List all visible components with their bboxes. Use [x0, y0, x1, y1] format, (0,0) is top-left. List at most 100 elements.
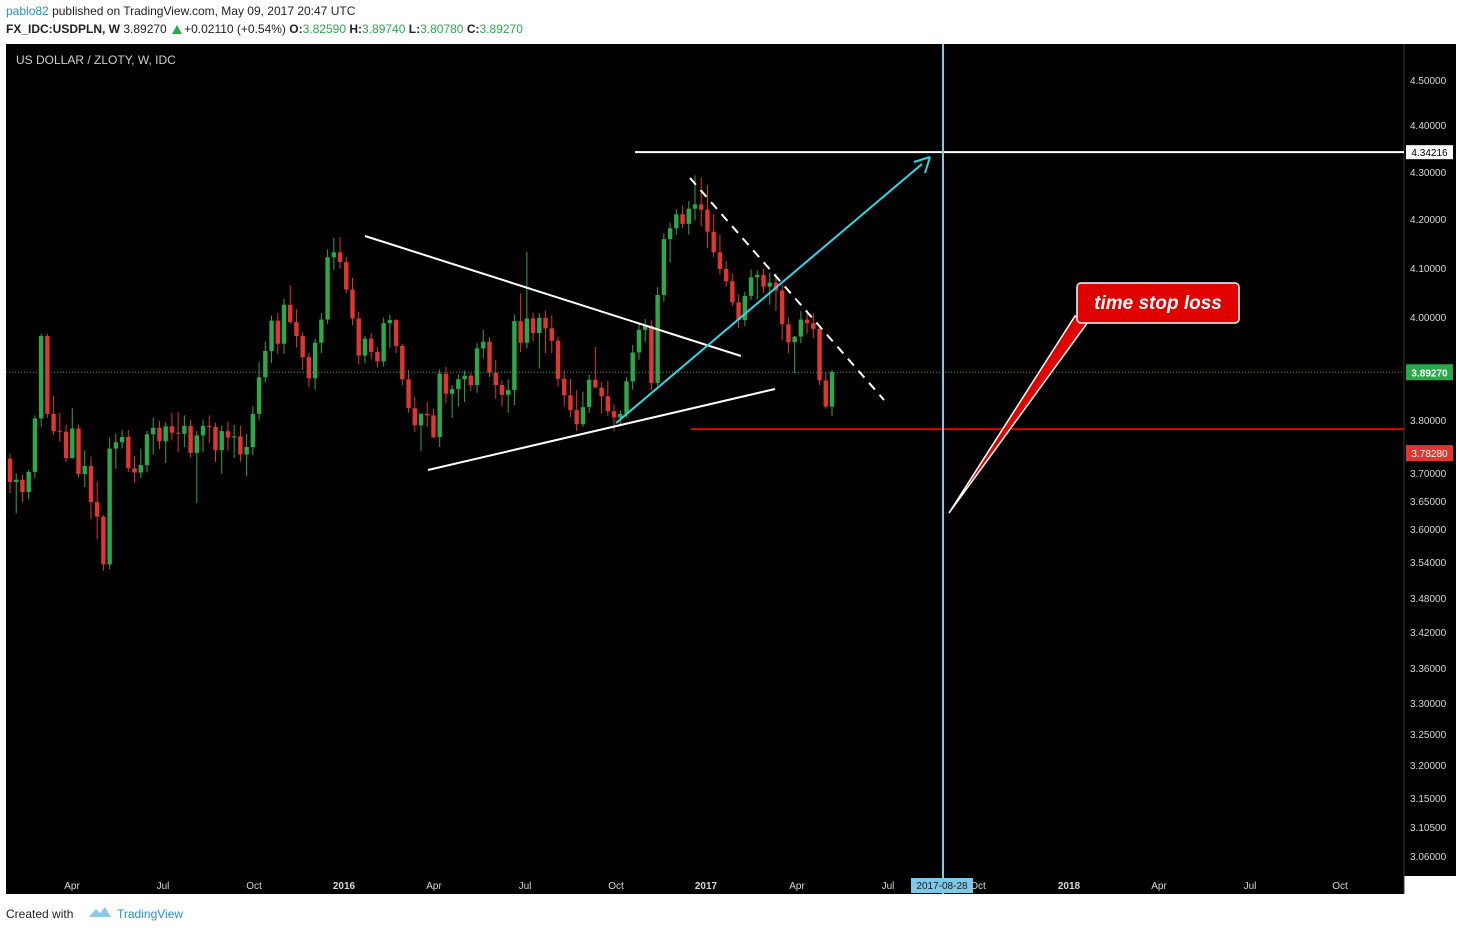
- price-tick-label: 4.50000: [1410, 76, 1447, 87]
- candle-body: [667, 228, 673, 240]
- candle-body: [767, 282, 772, 287]
- candle-body: [437, 373, 442, 437]
- candle-body: [742, 295, 748, 321]
- candle-body: [263, 350, 268, 378]
- price-tick-label: 4.10000: [1410, 264, 1447, 275]
- ohlc-line: FX_IDC:USDPLN, W 3.89270 +0.02110 (+0.54…: [6, 22, 523, 36]
- chart-canvas[interactable]: US DOLLAR / ZLOTY, W, IDC 4.50000 4.40000…: [0, 42, 1461, 896]
- candle-body: [462, 375, 467, 380]
- candle-body: [711, 231, 716, 253]
- candle-body: [811, 323, 816, 329]
- candle-body: [512, 321, 517, 391]
- author-link[interactable]: pablo82: [6, 4, 49, 18]
- footer: Created with TradingView: [0, 896, 1461, 932]
- candle-body: [425, 413, 430, 416]
- change-value: +0.02110 (+0.54%): [184, 22, 286, 36]
- candle-body: [281, 304, 287, 344]
- candle-body: [487, 341, 492, 373]
- candle-body: [182, 425, 187, 434]
- publish-line: pablo82 published on TradingView.com, Ma…: [6, 4, 355, 18]
- candle-body: [418, 413, 424, 426]
- price-tick-label: 4.30000: [1410, 168, 1447, 179]
- candle-body: [144, 434, 150, 466]
- candle-body: [474, 348, 480, 385]
- price-tick-label: 3.06000: [1410, 852, 1447, 863]
- time-tick-label: 2018: [1058, 881, 1081, 892]
- candle-body: [642, 325, 648, 330]
- low-value: 3.80780: [420, 22, 464, 36]
- candle-body: [555, 340, 561, 379]
- candle-body: [157, 427, 162, 442]
- candle-body: [194, 435, 200, 453]
- candle-body: [219, 431, 224, 451]
- candle-body: [530, 318, 536, 333]
- chart-title: US DOLLAR / ZLOTY, W, IDC: [16, 53, 176, 67]
- low-label: L:: [408, 22, 421, 36]
- candle-body: [7, 458, 13, 482]
- date-label-bg: [911, 878, 973, 893]
- candle-body: [400, 345, 405, 380]
- time-tick-label: Oct: [608, 881, 624, 892]
- tradingview-logo-icon[interactable]: [88, 905, 112, 919]
- price-tick-label: 3.48000: [1410, 594, 1447, 605]
- price-tick-label: 3.25000: [1410, 730, 1447, 741]
- time-axis[interactable]: [6, 876, 1404, 894]
- open-label: O:: [289, 22, 303, 36]
- time-tick-label: Apr: [426, 881, 442, 892]
- candle-body: [699, 204, 704, 210]
- candle-body: [76, 428, 81, 475]
- candle-body: [231, 436, 237, 438]
- dashed-trendline: [689, 177, 885, 401]
- time-ticks: Apr Jul Oct 2016 Apr Jul Oct 2017 Apr Jul Oct 2018 A…: [64, 881, 1348, 892]
- candle-body: [101, 516, 106, 565]
- price-ticks: 4.50000 4.40000 4.30000 4.20000 4.10000 4.000…: [1410, 76, 1447, 863]
- drawings: time stop loss: [6, 44, 1404, 894]
- candle-body: [63, 431, 69, 459]
- candle-body: [574, 410, 579, 425]
- candle-body: [45, 336, 50, 414]
- time-tick-label: Oct: [246, 881, 262, 892]
- candle-body: [175, 432, 181, 434]
- candle-body: [568, 395, 573, 411]
- candle-body: [705, 209, 710, 232]
- candle-body: [817, 328, 822, 381]
- candle-body: [163, 426, 168, 442]
- candle-body: [593, 379, 598, 388]
- candle-body: [736, 302, 741, 321]
- time-tick-label: Jul: [519, 881, 532, 892]
- time-tick-label: 2017: [695, 881, 718, 892]
- level-label-bg: [1406, 145, 1453, 160]
- candle-body: [269, 320, 274, 351]
- candle-body: [680, 214, 685, 224]
- stop-label: 3.78280: [1411, 449, 1448, 460]
- candle-body: [562, 378, 567, 396]
- candle-body: [692, 204, 698, 209]
- time-tick-label: Jul: [1244, 881, 1257, 892]
- candle-body: [107, 448, 112, 565]
- candle-body: [406, 379, 411, 409]
- candle-body: [350, 289, 355, 319]
- symbol-label: FX_IDC:USDPLN, W: [6, 22, 120, 36]
- candle-body: [655, 294, 660, 383]
- candle-body: [188, 425, 193, 453]
- triangle-lower-line: [427, 388, 776, 471]
- candle-body: [505, 390, 511, 395]
- candle-body: [70, 428, 75, 459]
- price-tick-label: 3.65000: [1410, 497, 1447, 508]
- candle-body: [543, 318, 548, 329]
- candle-body: [792, 336, 797, 343]
- candle-body: [151, 427, 156, 435]
- last-price: 3.89270: [123, 22, 167, 36]
- candle-body: [468, 375, 474, 385]
- candle-body: [449, 389, 455, 394]
- level-label: 4.34216: [1411, 148, 1448, 159]
- tradingview-link[interactable]: TradingView: [117, 907, 184, 921]
- price-tick-label: 3.54000: [1410, 558, 1447, 569]
- candle-body: [14, 479, 19, 482]
- candle-body: [344, 262, 349, 290]
- candle-body: [362, 338, 368, 356]
- plot-area[interactable]: [6, 44, 1404, 876]
- candle-body: [586, 379, 592, 408]
- candle-body: [661, 239, 667, 295]
- candle-body: [356, 318, 361, 356]
